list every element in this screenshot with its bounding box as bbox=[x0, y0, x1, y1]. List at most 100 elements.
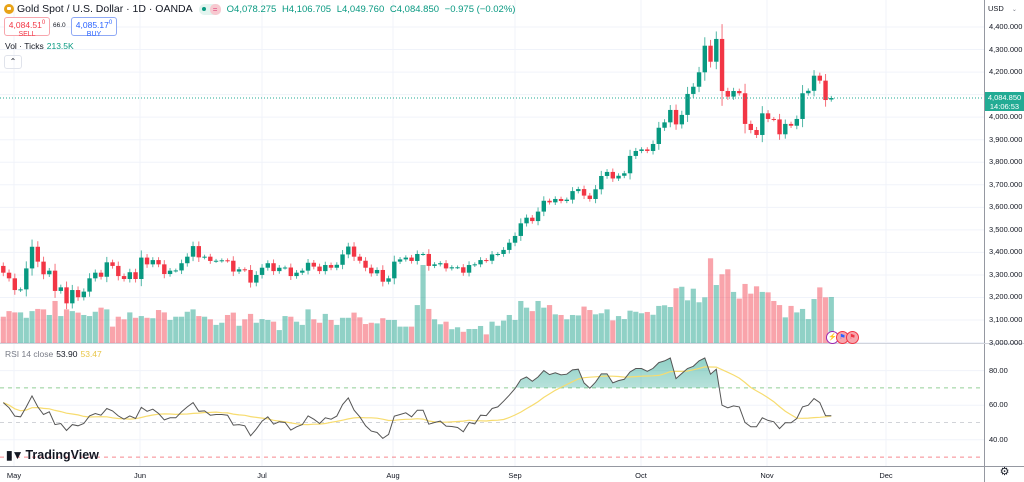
bar-countdown: 14:06:53 bbox=[989, 102, 1020, 111]
volume-bar bbox=[592, 314, 599, 343]
candle-body bbox=[466, 265, 472, 273]
volume-bar bbox=[12, 312, 18, 343]
market-status-pills[interactable]: = bbox=[198, 3, 221, 15]
candle-body bbox=[144, 257, 150, 265]
volume-bar bbox=[144, 317, 150, 343]
rsi-pane bbox=[0, 357, 984, 458]
candle-body bbox=[788, 123, 794, 126]
candle-body bbox=[98, 272, 104, 277]
settings-gear-icon[interactable]: ⚙ bbox=[999, 466, 1010, 478]
candle-body bbox=[150, 260, 155, 265]
candle-body bbox=[771, 118, 776, 120]
candle-body bbox=[645, 149, 650, 151]
candle-body bbox=[139, 257, 144, 279]
candle-body bbox=[202, 256, 207, 258]
tradingview-logo[interactable]: ▮▼ TradingView bbox=[6, 448, 99, 462]
volume-bar bbox=[644, 311, 650, 343]
candle-body bbox=[225, 260, 230, 262]
volume-bar bbox=[684, 300, 691, 343]
price-tick-label: 3,400.000 bbox=[989, 247, 1023, 257]
candle-body bbox=[81, 291, 86, 298]
sell-price: 4,084.51 bbox=[8, 19, 42, 30]
candle-body bbox=[679, 114, 684, 125]
currency-selector[interactable]: USD ⌄ bbox=[988, 4, 1017, 13]
candle-body bbox=[553, 198, 558, 203]
volume-bar bbox=[707, 258, 714, 343]
candle-body bbox=[633, 150, 638, 156]
price-tick-label: 3,700.000 bbox=[989, 179, 1023, 189]
volume-bar bbox=[104, 309, 110, 343]
volume-bar bbox=[460, 331, 466, 343]
candle-body bbox=[369, 267, 374, 274]
rsi-legend[interactable]: RSI 14 close 53.90 53.47 bbox=[5, 349, 102, 359]
candle-body bbox=[691, 86, 696, 94]
month-label: Dec bbox=[879, 471, 893, 480]
candle-body bbox=[242, 269, 247, 271]
volume-bar bbox=[247, 313, 254, 343]
candle-body bbox=[380, 269, 385, 282]
market-open-icon[interactable] bbox=[199, 4, 210, 15]
volume-bar bbox=[713, 285, 719, 343]
volume-bar bbox=[541, 307, 547, 343]
volume-bar bbox=[449, 329, 455, 343]
buy-button[interactable]: 4,085.170 BUY bbox=[71, 17, 117, 38]
volume-bar bbox=[132, 317, 139, 343]
volume-bar bbox=[351, 312, 357, 343]
candle-body bbox=[167, 270, 173, 275]
volume-bar bbox=[604, 309, 610, 343]
candle-body bbox=[346, 246, 351, 255]
sell-button[interactable]: 4,084.510 SELL bbox=[4, 17, 50, 38]
volume-bar bbox=[771, 300, 777, 343]
volume-bar bbox=[518, 300, 524, 343]
volume-bar bbox=[426, 308, 432, 343]
data-status-icon[interactable]: = bbox=[209, 3, 221, 15]
last-price-value: 4,084.850 bbox=[987, 93, 1022, 102]
volume-bar bbox=[719, 274, 725, 343]
candle-body bbox=[581, 189, 587, 196]
volume-legend[interactable]: Vol · Ticks 213.5K bbox=[5, 41, 74, 51]
candle-body bbox=[392, 261, 397, 279]
symbol-title[interactable]: Gold Spot / U.S. Dollar · 1D · OANDA bbox=[17, 3, 193, 15]
rsi-label: RSI 14 close bbox=[5, 349, 54, 359]
symbol-header: Gold Spot / U.S. Dollar · 1D · OANDA = O… bbox=[4, 2, 518, 16]
volume-bar bbox=[109, 326, 116, 343]
candle-body bbox=[6, 272, 12, 279]
candle-body bbox=[794, 118, 799, 126]
volume-bar bbox=[495, 325, 501, 343]
us-flag-event-icon[interactable]: ⚑ bbox=[846, 331, 859, 344]
volume-bar bbox=[535, 300, 541, 343]
candle-body bbox=[300, 270, 305, 273]
candle-body bbox=[742, 93, 748, 124]
volume-bar bbox=[730, 291, 737, 343]
candle-body bbox=[719, 38, 725, 92]
volume-bar bbox=[374, 323, 380, 343]
volume-bar bbox=[690, 288, 696, 343]
candle-body bbox=[501, 249, 506, 254]
volume-bar bbox=[546, 305, 553, 343]
volume-bar bbox=[587, 310, 593, 343]
volume-bar bbox=[403, 326, 409, 343]
price-tick-label: 3,000.000 bbox=[989, 337, 1023, 347]
price-tick-label: 4,400.000 bbox=[989, 22, 1023, 31]
volume-bar bbox=[282, 316, 288, 343]
candle-body bbox=[386, 278, 391, 282]
volume-bar bbox=[799, 308, 806, 343]
volume-bar bbox=[213, 324, 219, 343]
volume-bar bbox=[621, 319, 627, 343]
candle-body bbox=[673, 109, 679, 125]
volume-bar bbox=[316, 322, 323, 343]
currency-label: USD bbox=[988, 4, 1004, 13]
volume-bar bbox=[822, 297, 829, 343]
candle-body bbox=[248, 269, 253, 283]
candle-body bbox=[208, 256, 213, 261]
candle-body bbox=[639, 149, 644, 151]
candle-body bbox=[1, 265, 6, 273]
volume-bar bbox=[334, 324, 340, 343]
price-tick-label: 3,900.000 bbox=[989, 134, 1023, 144]
collapse-legend-button[interactable]: ⌃ bbox=[4, 55, 22, 69]
candle-body bbox=[576, 189, 581, 192]
candle-body bbox=[357, 256, 362, 261]
candle-body bbox=[323, 265, 328, 272]
candle-body bbox=[737, 91, 742, 94]
